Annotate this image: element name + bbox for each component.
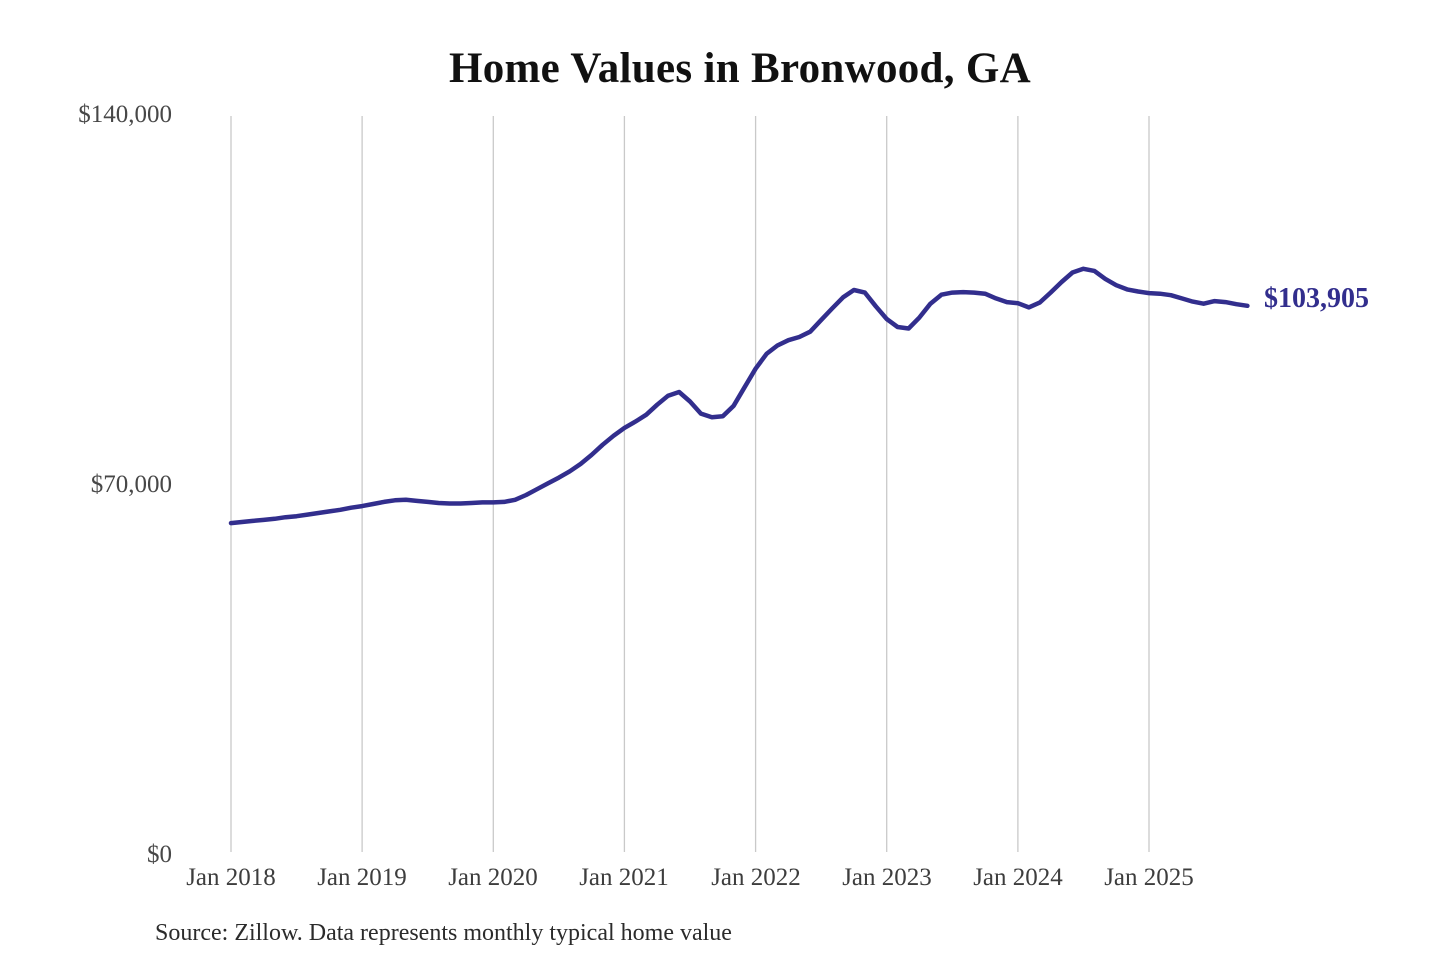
- y-tick-label: $140,000: [78, 101, 172, 128]
- x-tick-label: Jan 2021: [579, 864, 669, 891]
- x-tick-label: Jan 2022: [711, 864, 801, 891]
- chart-title: Home Values in Bronwood, GA: [449, 45, 1031, 92]
- gridlines: [230, 116, 1150, 852]
- latest-value-label: $103,905: [1264, 283, 1369, 314]
- x-tick-label: Jan 2023: [842, 864, 932, 891]
- source-note: Source: Zillow. Data represents monthly …: [155, 920, 732, 946]
- x-tick-label: Jan 2019: [317, 864, 407, 891]
- y-tick-label: $0: [147, 841, 172, 868]
- x-tick-label: Jan 2024: [973, 864, 1063, 891]
- home-value-series-line: [228, 266, 1250, 526]
- x-tick-label: Jan 2025: [1104, 864, 1194, 891]
- x-tick-label: Jan 2018: [186, 864, 276, 891]
- x-tick-label: Jan 2020: [448, 864, 538, 891]
- y-tick-label: $70,000: [90, 471, 172, 498]
